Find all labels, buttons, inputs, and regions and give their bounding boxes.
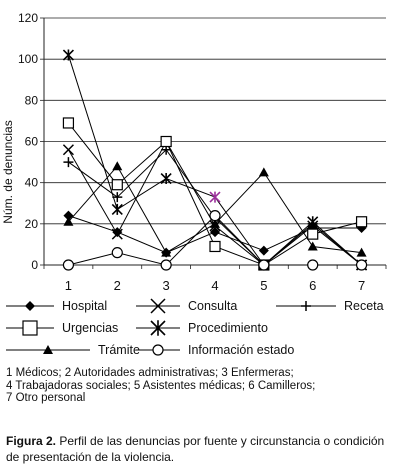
y-tick-label: 100 (18, 52, 38, 66)
data-point (161, 247, 172, 257)
legend-label: Urgencias (62, 321, 118, 335)
data-point (160, 135, 172, 148)
data-point (63, 216, 74, 226)
data-point (210, 218, 220, 228)
y-tick-labels: 0 20 40 60 80 100 120 (18, 11, 38, 272)
data-point (307, 216, 319, 228)
data-point (356, 247, 367, 257)
data-point (307, 241, 318, 251)
series-group (62, 49, 368, 271)
figure-caption: Figura 2. Perfil de las denuncias por fu… (6, 433, 398, 465)
data-point (62, 49, 74, 61)
legend-label: Trámite (98, 343, 140, 357)
gridlines (44, 17, 386, 225)
data-point (111, 179, 123, 191)
x-tick-label: 5 (260, 278, 267, 293)
y-tick-label: 60 (25, 135, 39, 149)
legend-label: Información estado (188, 343, 294, 357)
legend-item: Urgencias (6, 320, 118, 336)
data-point (355, 259, 368, 271)
data-point (160, 259, 172, 271)
legend-label: Hospital (62, 299, 107, 313)
data-point (258, 245, 269, 256)
y-tick-label: 80 (25, 93, 39, 107)
series-asterisk (62, 49, 368, 271)
x-tick-label: 3 (163, 278, 170, 293)
y-tick-label: 20 (25, 217, 39, 231)
x-tick-label: 7 (358, 278, 365, 293)
data-point (43, 345, 53, 354)
x-tick-label: 4 (211, 278, 218, 293)
data-point (307, 228, 319, 240)
data-point (152, 344, 164, 356)
data-point (22, 320, 38, 336)
legend-item: Receta (276, 299, 384, 313)
caption-label: Figura 2. (6, 434, 57, 448)
data-point (160, 172, 172, 185)
data-point (209, 191, 221, 203)
y-tick-label: 40 (25, 176, 39, 190)
data-point (150, 298, 166, 314)
data-point (63, 210, 74, 221)
data-point (307, 259, 319, 271)
data-point (112, 192, 123, 203)
x-tick-label: 2 (114, 278, 121, 293)
data-point (111, 228, 123, 240)
data-point (25, 301, 35, 311)
legend-label: Receta (344, 299, 384, 313)
legend-item: Hospital (6, 299, 107, 313)
data-point (258, 259, 270, 271)
data-point (258, 167, 269, 177)
legend: Hospital Consulta Receta Urgencias Procedimi… (6, 298, 384, 357)
y-axis-label: Núm. de denuncias (1, 120, 15, 223)
data-point (209, 240, 221, 253)
legend-item: Trámite (6, 343, 140, 357)
note-line: 1 Médicos; 2 Autoridades administrativas… (6, 367, 294, 379)
data-point (210, 227, 220, 238)
note-line: 7 Otro personal (6, 392, 86, 404)
data-point (112, 161, 123, 171)
series-circle (62, 210, 368, 271)
data-point (209, 210, 221, 222)
data-point (111, 203, 123, 215)
legend-item: Consulta (136, 298, 237, 314)
series-triangle (63, 161, 367, 257)
chart-notes: 1 Médicos; 2 Autoridades administrativas… (6, 367, 398, 405)
line-chart: 0 20 40 60 80 100 120 1 2 3 4 5 6 7 Núm. de denuncia… (1, 11, 387, 357)
x-tick-label: 1 (65, 278, 72, 293)
data-point (62, 117, 75, 129)
legend-item: Procedimiento (136, 320, 268, 336)
legend-label: Consulta (188, 299, 237, 313)
data-point (62, 259, 75, 271)
x-tick-labels: 1 2 3 4 5 6 7 (65, 278, 365, 293)
data-point (150, 320, 166, 336)
note-line: 4 Trabajadoras sociales; 5 Asistentes mé… (6, 379, 316, 392)
data-point (63, 157, 74, 168)
data-point (355, 216, 368, 228)
y-tick-label: 0 (31, 258, 38, 272)
data-point (301, 301, 311, 311)
data-point (111, 247, 123, 259)
caption-text: Perfil de las denuncias por fuente y cir… (6, 434, 385, 464)
data-point (62, 144, 74, 156)
legend-item: Información estado (136, 343, 294, 357)
y-tick-label: 120 (18, 11, 38, 25)
x-tick-label: 6 (309, 278, 316, 293)
legend-label: Procedimiento (188, 321, 268, 335)
